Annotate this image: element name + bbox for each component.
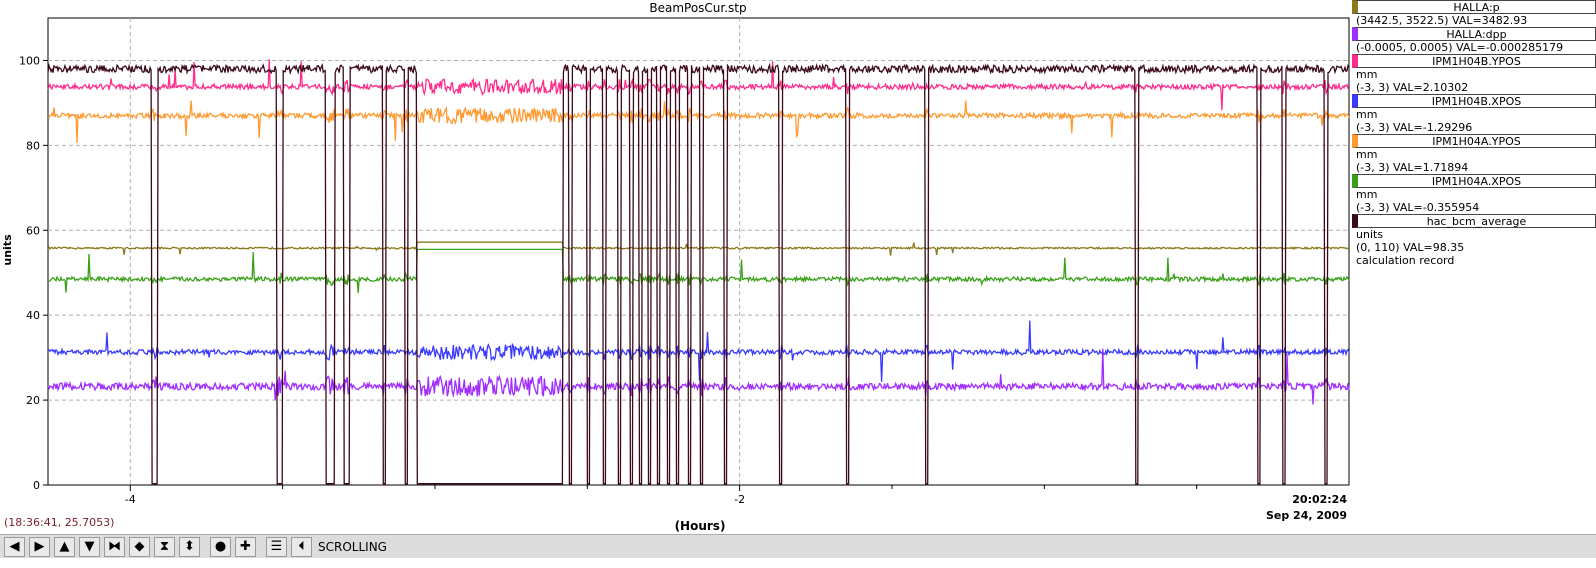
series-line-hac-bcm-average [47,62,1350,485]
series-line-ipm1h04a-ypos [47,100,1350,144]
cursor-readout: (18:36:41, 25.7053) [4,516,114,529]
legend-entry-detail: mm [1356,188,1378,201]
autoscale-icon: ● [214,539,227,554]
scroll-down-icon: ▼ [84,539,95,554]
y-axis-label: units [1,234,14,266]
zoom-in-y-button[interactable]: ⧗ [154,536,175,557]
legend-entry-detail: (0, 110) VAL=98.35 [1356,241,1465,254]
x-axis-label: (Hours) [675,519,726,533]
config-button[interactable]: ☰ [266,536,287,557]
legend-entry-detail: (3442.5, 3522.5) VAL=3482.93 [1356,14,1528,27]
legend-entry-detail: mm [1356,108,1378,121]
legend-entry[interactable]: IPM1H04A.XPOS mm (-3, 3) VAL=-0.355954 [1352,174,1596,214]
zoom-in-x-button[interactable]: ⧓ [104,536,125,557]
zoom-in-y-icon: ⧗ [159,539,170,554]
grid-layer [48,18,1349,485]
autoscale-button[interactable]: ● [210,536,231,557]
legend-entry-name: IPM1H04A.XPOS [1352,174,1596,188]
add-marker-button[interactable]: ✚ [235,536,256,557]
series-line-ipm1h04a-xpos [47,248,1350,293]
legend-entry[interactable]: HALLA:p (3442.5, 3522.5) VAL=3482.93 [1352,0,1596,27]
plot-frame [47,17,1350,486]
plot-svg[interactable]: BeamPosCur.stp 0 20 40 60 80 100 -4 -2 units (… [0,0,1596,535]
end-time-label: 20:02:24 [1292,493,1347,506]
legend-entry-detail: (-3, 3) VAL=-1.29296 [1356,121,1473,134]
x-tick-label: -4 [125,493,136,506]
series-line-halla-p [47,241,1350,256]
zoom-in-x-icon: ⧓ [108,539,121,554]
back-icon: ⏴ [298,539,305,554]
legend-entry[interactable]: IPM1H04B.XPOS mm (-3, 3) VAL=-1.29296 [1352,94,1596,134]
add-marker-icon: ✚ [240,539,251,554]
y-tick-label: 40 [26,309,40,322]
y-tick-label: 80 [26,139,40,152]
zoom-out-x-icon: ◆ [134,539,145,554]
scroll-up-button[interactable]: ▲ [54,536,75,557]
legend-entry-name: IPM1H04B.XPOS [1352,94,1596,108]
legend-entry-name: HALLA:p [1352,0,1596,14]
legend-entry-detail: (-3, 3) VAL=-0.355954 [1356,201,1480,214]
scroll-left-button[interactable]: ◀ [4,536,25,557]
end-date-label: Sep 24, 2009 [1266,509,1347,522]
legend-entry-name: HALLA:dpp [1352,27,1596,41]
legend-entry[interactable]: IPM1H04A.YPOS mm (-3, 3) VAL=1.71894 [1352,134,1596,174]
legend-entry-detail: (-3, 3) VAL=2.10302 [1356,81,1469,94]
legend-entry-detail: mm [1356,68,1378,81]
series-line-halla-dpp [47,348,1350,405]
scroll-left-icon: ◀ [9,539,20,554]
zoom-out-x-button[interactable]: ◆ [129,536,150,557]
y-tick-label: 100 [19,54,40,67]
mode-label: SCROLLING [318,539,387,554]
x-axis-ticks: -4 -2 [125,485,1198,506]
legend-entry-detail: (-3, 3) VAL=1.71894 [1356,161,1469,174]
y-tick-label: 0 [33,479,40,492]
chart-title: BeamPosCur.stp [649,1,746,15]
legend-entry-name: IPM1H04A.YPOS [1352,134,1596,148]
series-line-ipm1h04b-ypos [47,59,1350,111]
legend-entry[interactable]: hac_bcm_average units (0, 110) VAL=98.35 ca… [1352,214,1596,267]
y-tick-label: 60 [26,224,40,237]
legend-panel: HALLA:p (3442.5, 3522.5) VAL=3482.93 HALLA… [1352,0,1596,270]
legend-entry-detail: (-0.0005, 0.0005) VAL=-0.000285179 [1356,41,1564,54]
series-layer [47,59,1350,485]
zoom-out-y-button[interactable]: ⬍ [179,536,200,557]
legend-entry[interactable]: IPM1H04B.YPOS mm (-3, 3) VAL=2.10302 [1352,54,1596,94]
zoom-out-y-icon: ⬍ [184,539,195,554]
series-line-ipm1h04b-xpos [47,320,1350,382]
scroll-down-button[interactable]: ▼ [79,536,100,557]
legend-entry-name: IPM1H04B.YPOS [1352,54,1596,68]
x-tick-label: -2 [734,493,745,506]
legend-entry[interactable]: HALLA:dpp (-0.0005, 0.0005) VAL=-0.000285… [1352,27,1596,54]
legend-entry-name: hac_bcm_average [1352,214,1596,228]
scroll-right-button[interactable]: ▶ [29,536,50,557]
back-button[interactable]: ⏴ [291,536,312,557]
scroll-up-icon: ▲ [59,539,70,554]
legend-entry-detail: calculation record [1356,254,1455,267]
toolbar-buttons: ◀ ▶ ▲ ▼ ⧓ ◆ ⧗ ⬍ ● ✚ ☰ ⏴ [0,536,312,557]
scroll-right-icon: ▶ [34,539,45,554]
legend-entry-detail: mm [1356,148,1378,161]
toolbar: ◀ ▶ ▲ ▼ ⧓ ◆ ⧗ ⬍ ● ✚ ☰ ⏴ SCROLLING [0,534,1596,558]
y-axis-ticks: 0 20 40 60 80 100 [19,54,48,492]
legend-entry-detail: units [1356,228,1384,241]
y-tick-label: 20 [26,394,40,407]
config-icon: ☰ [270,539,283,554]
